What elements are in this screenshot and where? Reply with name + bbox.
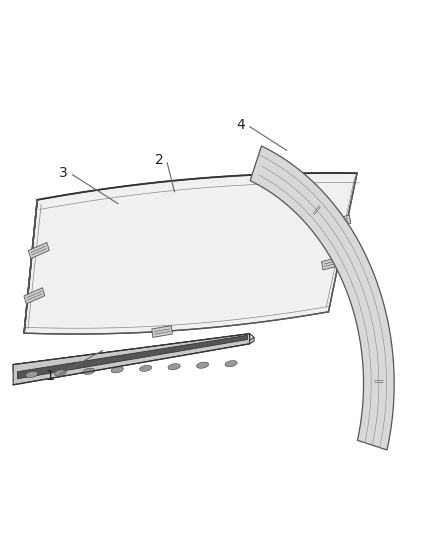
Ellipse shape	[54, 370, 66, 376]
Text: 3: 3	[59, 166, 68, 180]
Text: 2: 2	[155, 153, 164, 167]
Polygon shape	[250, 337, 254, 344]
Ellipse shape	[26, 372, 38, 377]
Polygon shape	[28, 243, 49, 259]
Ellipse shape	[111, 367, 123, 373]
Text: 1: 1	[46, 369, 55, 383]
Polygon shape	[311, 202, 323, 218]
Ellipse shape	[225, 361, 237, 367]
Polygon shape	[372, 378, 385, 385]
Polygon shape	[13, 334, 250, 371]
Polygon shape	[24, 173, 357, 334]
Polygon shape	[250, 146, 394, 450]
Ellipse shape	[140, 365, 152, 372]
Polygon shape	[321, 256, 342, 270]
Polygon shape	[24, 288, 45, 304]
Polygon shape	[330, 215, 351, 229]
Polygon shape	[18, 335, 247, 379]
Polygon shape	[152, 326, 172, 337]
Text: 4: 4	[237, 118, 245, 132]
Ellipse shape	[83, 368, 95, 375]
Ellipse shape	[197, 362, 208, 368]
Ellipse shape	[168, 364, 180, 370]
Polygon shape	[13, 334, 250, 385]
